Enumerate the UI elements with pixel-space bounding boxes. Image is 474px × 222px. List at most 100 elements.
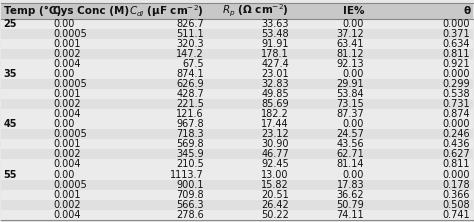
Text: 49.85: 49.85 <box>261 89 289 99</box>
Text: 0.366: 0.366 <box>443 190 470 200</box>
Text: 0.508: 0.508 <box>443 200 470 210</box>
Text: 53.48: 53.48 <box>261 29 289 39</box>
Text: 0.004: 0.004 <box>53 109 81 119</box>
Text: 0.00: 0.00 <box>343 19 364 29</box>
Text: 511.1: 511.1 <box>176 29 204 39</box>
Text: 45: 45 <box>4 119 17 129</box>
Text: 0.000: 0.000 <box>443 69 470 79</box>
Text: IE%: IE% <box>343 6 364 16</box>
Text: 0.000: 0.000 <box>443 119 470 129</box>
Text: 0.0005: 0.0005 <box>53 79 87 89</box>
Text: 32.83: 32.83 <box>261 79 289 89</box>
Text: 0.001: 0.001 <box>53 89 81 99</box>
Bar <box>1 49 473 59</box>
Text: 25: 25 <box>4 19 17 29</box>
Text: 427.4: 427.4 <box>261 59 289 69</box>
Bar <box>1 149 473 159</box>
Text: 50.79: 50.79 <box>337 200 364 210</box>
Text: 0.001: 0.001 <box>53 39 81 49</box>
Text: 23.12: 23.12 <box>261 129 289 139</box>
Bar <box>1 170 473 180</box>
Text: θ: θ <box>463 6 470 16</box>
Text: 0.246: 0.246 <box>443 129 470 139</box>
Text: 0.002: 0.002 <box>53 49 81 59</box>
Text: 0.004: 0.004 <box>53 159 81 169</box>
Text: 15.82: 15.82 <box>261 180 289 190</box>
Text: 0.538: 0.538 <box>443 89 470 99</box>
Text: 0.00: 0.00 <box>53 19 74 29</box>
Text: 62.71: 62.71 <box>337 149 364 159</box>
Text: 428.7: 428.7 <box>176 89 204 99</box>
Text: 709.8: 709.8 <box>176 190 204 200</box>
Text: 24.57: 24.57 <box>337 129 364 139</box>
Text: 826.7: 826.7 <box>176 19 204 29</box>
Text: 20.51: 20.51 <box>261 190 289 200</box>
Bar <box>1 39 473 49</box>
Text: 35: 35 <box>4 69 17 79</box>
Text: 50.22: 50.22 <box>261 210 289 220</box>
Bar <box>1 29 473 39</box>
Text: 17.83: 17.83 <box>337 180 364 190</box>
Text: $C_{dl}$ (μF cm$^{-2}$): $C_{dl}$ (μF cm$^{-2}$) <box>129 3 204 19</box>
Text: 0.001: 0.001 <box>53 139 81 149</box>
Text: 967.8: 967.8 <box>176 119 204 129</box>
Text: 74.11: 74.11 <box>337 210 364 220</box>
Text: 0.634: 0.634 <box>443 39 470 49</box>
Text: 0.002: 0.002 <box>53 200 81 210</box>
Bar <box>1 19 473 29</box>
Text: 0.004: 0.004 <box>53 59 81 69</box>
Text: 81.12: 81.12 <box>337 49 364 59</box>
Bar <box>1 99 473 109</box>
Text: 26.42: 26.42 <box>261 200 289 210</box>
Text: 0.921: 0.921 <box>443 59 470 69</box>
Bar <box>1 89 473 99</box>
Text: 43.56: 43.56 <box>337 139 364 149</box>
Text: 0.436: 0.436 <box>443 139 470 149</box>
Bar <box>1 3 473 19</box>
Bar <box>1 59 473 69</box>
Text: 85.69: 85.69 <box>261 99 289 109</box>
Bar <box>1 119 473 129</box>
Text: 0.874: 0.874 <box>443 109 470 119</box>
Text: 0.627: 0.627 <box>443 149 470 159</box>
Text: 67.5: 67.5 <box>182 59 204 69</box>
Text: 1113.7: 1113.7 <box>170 170 204 180</box>
Bar <box>1 79 473 89</box>
Text: Temp (°C): Temp (°C) <box>4 6 61 16</box>
Bar <box>1 180 473 190</box>
Text: 147.2: 147.2 <box>176 49 204 59</box>
Text: 0.00: 0.00 <box>343 170 364 180</box>
Text: 33.63: 33.63 <box>261 19 289 29</box>
Text: 121.6: 121.6 <box>176 109 204 119</box>
Text: 91.91: 91.91 <box>261 39 289 49</box>
Text: 37.12: 37.12 <box>337 29 364 39</box>
Text: 0.004: 0.004 <box>53 210 81 220</box>
Bar <box>1 109 473 119</box>
Text: 63.41: 63.41 <box>337 39 364 49</box>
Text: 0.00: 0.00 <box>53 69 74 79</box>
Text: 17.44: 17.44 <box>261 119 289 129</box>
Text: 0.002: 0.002 <box>53 99 81 109</box>
Text: 320.3: 320.3 <box>176 39 204 49</box>
Text: 0.731: 0.731 <box>443 99 470 109</box>
Bar <box>1 129 473 139</box>
Text: 23.01: 23.01 <box>261 69 289 79</box>
Text: 900.1: 900.1 <box>176 180 204 190</box>
Text: 0.0005: 0.0005 <box>53 129 87 139</box>
Text: 182.2: 182.2 <box>261 109 289 119</box>
Text: 13.00: 13.00 <box>261 170 289 180</box>
Text: 0.741: 0.741 <box>443 210 470 220</box>
Text: 0.811: 0.811 <box>443 49 470 59</box>
Text: 0.371: 0.371 <box>443 29 470 39</box>
Text: 718.3: 718.3 <box>176 129 204 139</box>
Text: 566.3: 566.3 <box>176 200 204 210</box>
Text: 0.0005: 0.0005 <box>53 29 87 39</box>
Text: 0.00: 0.00 <box>53 170 74 180</box>
Text: 0.0005: 0.0005 <box>53 180 87 190</box>
Text: 30.90: 30.90 <box>261 139 289 149</box>
Text: 0.000: 0.000 <box>443 19 470 29</box>
Text: 81.14: 81.14 <box>337 159 364 169</box>
Text: 36.62: 36.62 <box>337 190 364 200</box>
Text: 55: 55 <box>4 170 17 180</box>
Text: 92.13: 92.13 <box>337 59 364 69</box>
